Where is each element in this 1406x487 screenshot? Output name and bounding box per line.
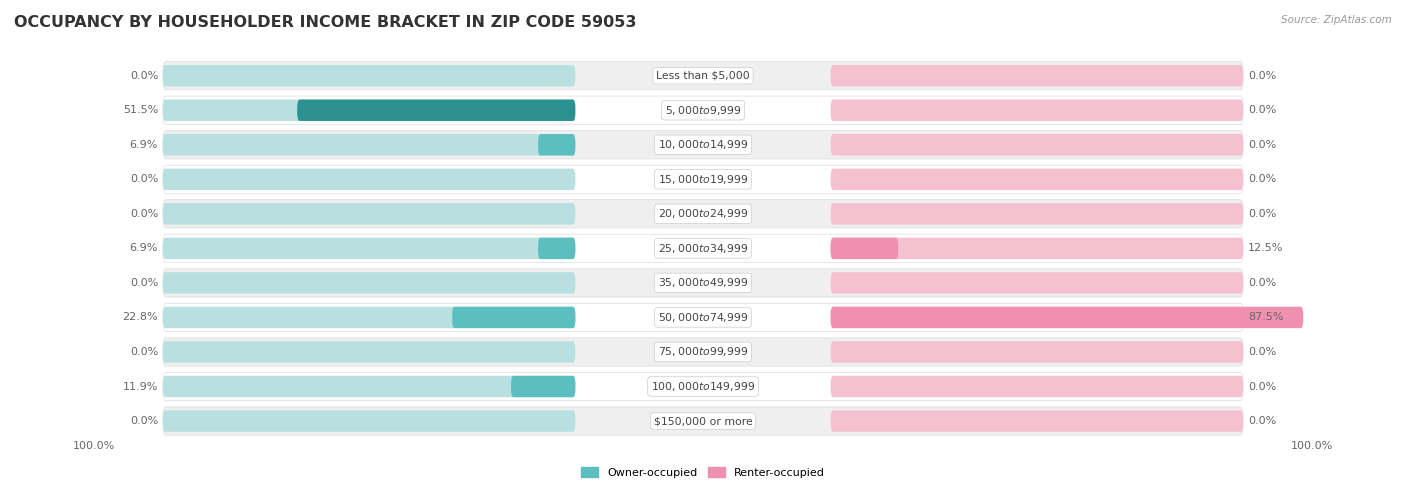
FancyBboxPatch shape: [163, 134, 575, 155]
FancyBboxPatch shape: [163, 131, 1243, 159]
Text: 0.0%: 0.0%: [1249, 174, 1277, 184]
Text: 0.0%: 0.0%: [129, 71, 157, 81]
FancyBboxPatch shape: [831, 411, 1243, 432]
FancyBboxPatch shape: [831, 203, 1243, 225]
FancyBboxPatch shape: [831, 238, 898, 259]
FancyBboxPatch shape: [831, 238, 1243, 259]
FancyBboxPatch shape: [163, 169, 575, 190]
Text: $50,000 to $74,999: $50,000 to $74,999: [658, 311, 748, 324]
FancyBboxPatch shape: [163, 203, 575, 225]
Text: 0.0%: 0.0%: [1249, 209, 1277, 219]
Text: 0.0%: 0.0%: [129, 174, 157, 184]
Text: Source: ZipAtlas.com: Source: ZipAtlas.com: [1281, 15, 1392, 25]
Text: 0.0%: 0.0%: [1249, 381, 1277, 392]
Text: 0.0%: 0.0%: [1249, 416, 1277, 426]
FancyBboxPatch shape: [831, 307, 1303, 328]
Text: $75,000 to $99,999: $75,000 to $99,999: [658, 345, 748, 358]
FancyBboxPatch shape: [163, 65, 575, 86]
Text: $5,000 to $9,999: $5,000 to $9,999: [665, 104, 741, 117]
Text: 0.0%: 0.0%: [129, 278, 157, 288]
Text: $15,000 to $19,999: $15,000 to $19,999: [658, 173, 748, 186]
FancyBboxPatch shape: [831, 134, 1243, 155]
Text: OCCUPANCY BY HOUSEHOLDER INCOME BRACKET IN ZIP CODE 59053: OCCUPANCY BY HOUSEHOLDER INCOME BRACKET …: [14, 15, 637, 30]
Text: 51.5%: 51.5%: [122, 105, 157, 115]
Text: 6.9%: 6.9%: [129, 140, 157, 150]
Text: 0.0%: 0.0%: [1249, 71, 1277, 81]
FancyBboxPatch shape: [538, 238, 575, 259]
FancyBboxPatch shape: [831, 272, 1243, 294]
FancyBboxPatch shape: [163, 376, 575, 397]
FancyBboxPatch shape: [831, 341, 1243, 363]
Text: 6.9%: 6.9%: [129, 244, 157, 253]
FancyBboxPatch shape: [831, 169, 1243, 190]
FancyBboxPatch shape: [163, 200, 1243, 228]
Text: Less than $5,000: Less than $5,000: [657, 71, 749, 81]
Text: $25,000 to $34,999: $25,000 to $34,999: [658, 242, 748, 255]
FancyBboxPatch shape: [163, 303, 1243, 332]
FancyBboxPatch shape: [163, 96, 1243, 124]
Text: 87.5%: 87.5%: [1249, 313, 1284, 322]
FancyBboxPatch shape: [297, 99, 575, 121]
Text: $35,000 to $49,999: $35,000 to $49,999: [658, 277, 748, 289]
Text: 11.9%: 11.9%: [122, 381, 157, 392]
FancyBboxPatch shape: [831, 307, 1243, 328]
Text: $10,000 to $14,999: $10,000 to $14,999: [658, 138, 748, 151]
FancyBboxPatch shape: [163, 341, 575, 363]
FancyBboxPatch shape: [163, 234, 1243, 262]
FancyBboxPatch shape: [831, 65, 1243, 86]
FancyBboxPatch shape: [831, 376, 1243, 397]
Text: 0.0%: 0.0%: [129, 209, 157, 219]
FancyBboxPatch shape: [453, 307, 575, 328]
FancyBboxPatch shape: [163, 338, 1243, 366]
Text: 0.0%: 0.0%: [1249, 140, 1277, 150]
Text: 12.5%: 12.5%: [1249, 244, 1284, 253]
FancyBboxPatch shape: [510, 376, 575, 397]
FancyBboxPatch shape: [163, 165, 1243, 193]
Text: 0.0%: 0.0%: [1249, 347, 1277, 357]
Text: 0.0%: 0.0%: [1249, 105, 1277, 115]
FancyBboxPatch shape: [831, 99, 1243, 121]
Text: 0.0%: 0.0%: [129, 347, 157, 357]
FancyBboxPatch shape: [163, 373, 1243, 401]
Text: $150,000 or more: $150,000 or more: [654, 416, 752, 426]
Text: 0.0%: 0.0%: [129, 416, 157, 426]
FancyBboxPatch shape: [538, 134, 575, 155]
FancyBboxPatch shape: [163, 272, 575, 294]
Legend: Owner-occupied, Renter-occupied: Owner-occupied, Renter-occupied: [576, 463, 830, 482]
FancyBboxPatch shape: [163, 238, 575, 259]
Text: 0.0%: 0.0%: [1249, 278, 1277, 288]
FancyBboxPatch shape: [163, 407, 1243, 435]
Text: $100,000 to $149,999: $100,000 to $149,999: [651, 380, 755, 393]
FancyBboxPatch shape: [163, 61, 1243, 90]
Text: $20,000 to $24,999: $20,000 to $24,999: [658, 207, 748, 220]
Text: 22.8%: 22.8%: [122, 313, 157, 322]
FancyBboxPatch shape: [163, 99, 575, 121]
FancyBboxPatch shape: [163, 307, 575, 328]
FancyBboxPatch shape: [163, 411, 575, 432]
FancyBboxPatch shape: [163, 269, 1243, 297]
